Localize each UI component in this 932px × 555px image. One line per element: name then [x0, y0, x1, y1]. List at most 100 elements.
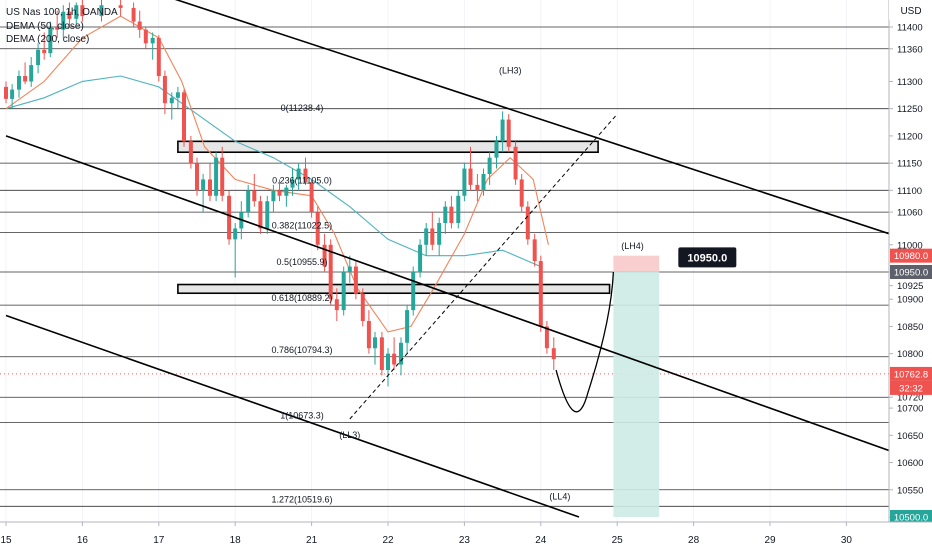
candle [296, 163, 301, 191]
candle-body [379, 337, 384, 370]
candle [55, 10, 60, 38]
candle-body [150, 37, 155, 44]
candle-body [99, 5, 104, 17]
candle [36, 43, 41, 74]
candle [67, 2, 72, 27]
wave-annotation: (LH3) [499, 65, 522, 75]
candle-body [551, 348, 556, 360]
entry-price-tag-box [890, 265, 932, 279]
price-tick-label: 11200 [897, 131, 923, 142]
candle-body [341, 272, 346, 311]
dema-200-legend[interactable]: DEMA (200, close) [6, 34, 89, 45]
candle [544, 321, 549, 354]
candle [284, 184, 289, 207]
price-axis[interactable]: 11400 11360 11300 11250 11200 11150 11100 11060… [888, 0, 932, 524]
candle [214, 152, 219, 202]
price-tick-label: 10550 [897, 485, 923, 496]
candle [468, 146, 473, 191]
candle [494, 135, 499, 169]
candle [118, 0, 123, 17]
candle [360, 288, 365, 327]
channel-trendline [174, 0, 924, 246]
candles-layer [4, 0, 556, 387]
candle [188, 135, 193, 169]
candle [4, 81, 8, 104]
candle [353, 261, 358, 300]
candle [405, 304, 410, 354]
candle-body [334, 299, 339, 311]
candle-body [220, 157, 225, 196]
time-tick-label: 30 [841, 535, 853, 546]
symbol-title: US Nas 100, 1h, OANDA [6, 7, 118, 18]
candle [227, 190, 232, 245]
candle-body [182, 92, 187, 142]
fib-level-label: 0.5(10955.9) [276, 257, 327, 267]
price-tick-label: 10720 [897, 393, 923, 404]
candle-body [55, 27, 60, 30]
candle-body [258, 201, 263, 229]
candle [443, 201, 448, 234]
time-axis-background [0, 522, 932, 550]
candle-body [284, 187, 289, 196]
candle [532, 233, 537, 267]
candle [258, 195, 263, 234]
candle [525, 201, 530, 245]
time-tick-label: 23 [459, 535, 471, 546]
candle-body [462, 168, 467, 196]
time-tick-label: 16 [77, 535, 89, 546]
price-tick-label: 11250 [897, 104, 923, 115]
candle-body [315, 212, 320, 245]
candle [271, 184, 276, 213]
candle-body [4, 86, 8, 99]
candle-body [456, 195, 461, 223]
wave-annotation: (LH4) [621, 241, 644, 251]
projection-path [555, 271, 615, 413]
candle [322, 233, 327, 272]
candle [246, 184, 251, 218]
candle [233, 223, 238, 278]
candle [48, 21, 53, 57]
candle [475, 174, 480, 202]
candle [487, 152, 492, 185]
candle-body [373, 337, 378, 349]
candle [366, 310, 371, 354]
candle-body [411, 272, 416, 311]
fib-level-label: 0(11238.4) [281, 103, 324, 113]
time-ticks: 15 16 17 18 21 22 23 24 25 28 29 30 [0, 522, 852, 546]
candle-body [16, 76, 21, 90]
fib-level-label: 1.272(10519.6) [271, 494, 332, 504]
fib-level-label: 0.236(11105.0) [272, 176, 332, 186]
candle [462, 163, 467, 202]
candle-body [475, 184, 480, 191]
price-tick-label: 10925 [897, 281, 923, 292]
candle [449, 195, 454, 229]
candle [175, 86, 180, 109]
candle-body [118, 5, 123, 8]
candle-body [42, 49, 47, 54]
candle-body [271, 190, 276, 202]
candle [265, 195, 270, 234]
legend[interactable]: US Nas 100, 1h, OANDA DEMA (50, close) D… [6, 7, 118, 45]
candle-body [353, 266, 358, 294]
stop-price-tag-box [890, 248, 932, 263]
candle-body [48, 27, 53, 54]
candle-body [227, 195, 232, 240]
candle-body [449, 206, 454, 223]
candle [500, 111, 505, 153]
candle [10, 84, 15, 109]
candle-body [303, 168, 308, 183]
time-axis[interactable]: 15 16 17 18 21 22 23 24 25 28 29 30 [0, 521, 932, 550]
candle-body [252, 190, 257, 202]
fib-level-label: 1(10673.3) [280, 411, 324, 421]
price-tick-label: 10900 [897, 295, 923, 306]
candle [411, 266, 416, 316]
callout-text: 10950.0 [687, 252, 727, 264]
price-tick-label: 10700 [897, 404, 923, 415]
candle-body [347, 266, 352, 272]
candle-body [532, 239, 537, 262]
dema-50-legend[interactable]: DEMA (50, close) [6, 21, 84, 32]
current-price-tag: 10762.8 [894, 369, 928, 380]
fib-level-label: 0.786(10794.3) [271, 345, 332, 355]
